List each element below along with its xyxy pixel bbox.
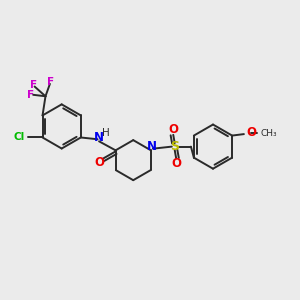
Text: N: N bbox=[147, 140, 157, 152]
Text: CH₃: CH₃ bbox=[261, 129, 277, 138]
Text: O: O bbox=[246, 126, 256, 139]
Text: Cl: Cl bbox=[14, 133, 25, 142]
Text: O: O bbox=[168, 123, 178, 136]
Text: N: N bbox=[94, 131, 104, 144]
Text: H: H bbox=[102, 128, 110, 138]
Text: F: F bbox=[30, 80, 37, 90]
Text: F: F bbox=[27, 90, 34, 100]
Text: F: F bbox=[47, 76, 54, 86]
Text: O: O bbox=[171, 157, 181, 170]
Text: S: S bbox=[170, 140, 179, 153]
Text: O: O bbox=[94, 156, 105, 169]
